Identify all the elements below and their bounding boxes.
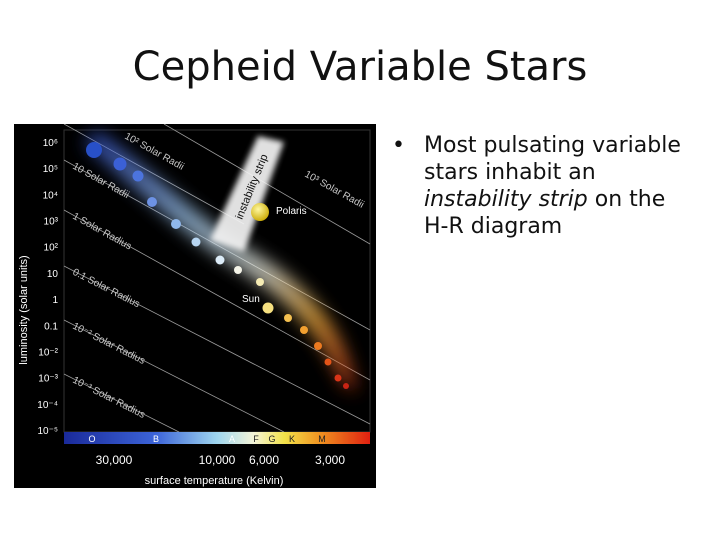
spectral-class-label: O (88, 434, 95, 444)
polaris-label: Polaris (276, 206, 307, 217)
polaris-star (251, 203, 269, 221)
star (86, 142, 102, 158)
slide-title: Cepheid Variable Stars (132, 44, 588, 90)
star (314, 342, 322, 350)
bullet-list: • Most pulsating variable stars inhabit … (392, 132, 692, 240)
y-tick-label: 10⁻⁴ (37, 400, 58, 411)
x-tick-label: 10,000 (199, 453, 236, 467)
y-tick-label: 10⁴ (43, 190, 58, 201)
radius-line (63, 265, 371, 425)
instability-strip (210, 136, 284, 252)
star (113, 157, 127, 171)
bullet-text-part1: Most pulsating variable stars inhabit an (424, 133, 681, 185)
spectral-class-bar (64, 432, 370, 444)
star (234, 266, 242, 274)
x-tick-label: 6,000 (249, 453, 279, 467)
y-tick-label: 1 (52, 295, 58, 306)
spectral-class-label: B (153, 434, 159, 444)
sun-star (262, 302, 274, 314)
spectral-class-label: F (253, 434, 259, 444)
star (191, 237, 201, 247)
bullet-marker: • (392, 133, 405, 158)
y-tick-label: 0.1 (44, 321, 58, 332)
hr-diagram-svg: instability strip Polaris Sun lu (18, 124, 371, 487)
bullet-text-italic: instability strip (424, 187, 588, 212)
y-tick-label: 10⁻³ (38, 374, 58, 385)
radius-line (63, 209, 371, 381)
star (256, 278, 264, 286)
spectral-class-label: M (318, 434, 326, 444)
radius-line (63, 373, 180, 433)
sun-label: Sun (242, 294, 260, 305)
spectral-class-label: K (289, 434, 295, 444)
x-ticks: 30,000 10,000 6,000 3,000 (96, 453, 346, 467)
y-tick-label: 10 (47, 269, 59, 280)
star (343, 383, 349, 389)
x-tick-label: 3,000 (315, 453, 345, 467)
spectral-class-label: A (229, 434, 235, 444)
y-tick-label: 10⁶ (43, 138, 58, 149)
x-axis-label: surface temperature (Kelvin) (145, 475, 284, 487)
plot-frame (63, 129, 371, 433)
x-tick-label: 30,000 (96, 453, 133, 467)
y-tick-label: 10⁻² (38, 347, 58, 358)
star (132, 170, 144, 182)
y-tick-label: 10⁵ (43, 164, 58, 175)
y-tick-label: 10⁻⁵ (37, 426, 58, 437)
radius-line (63, 319, 285, 433)
y-ticks: 10⁶ 10⁵ 10⁴ 10³ 10² 10 1 0.1 10⁻² 10⁻³ 10⁻⁴ 10⁻⁵ (37, 138, 58, 437)
y-tick-label: 10³ (44, 217, 59, 228)
star (324, 358, 332, 366)
main-sequence-stars (86, 142, 349, 389)
y-tick-label: 10² (44, 243, 59, 254)
star (147, 197, 157, 207)
bullet-item: Most pulsating variable stars inhabit an… (424, 132, 692, 240)
hr-diagram: instability strip Polaris Sun lu (14, 124, 376, 488)
spectral-class-label: G (268, 434, 275, 444)
star (300, 326, 308, 334)
y-axis-label: luminosity (solar units) (18, 255, 30, 364)
star (171, 219, 181, 229)
star (215, 255, 225, 265)
bullet-text-part2: on the H-R diagram (424, 187, 666, 239)
star (334, 374, 342, 382)
star (284, 314, 292, 322)
